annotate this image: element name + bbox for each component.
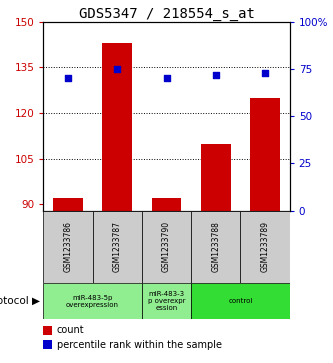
Bar (152, 198, 181, 211)
Bar (201, 143, 230, 211)
Title: GDS5347 / 218554_s_at: GDS5347 / 218554_s_at (79, 7, 254, 21)
Text: count: count (57, 325, 84, 335)
Bar (240, 211, 290, 283)
Bar (142, 283, 191, 319)
Point (213, 72, 218, 78)
Bar (250, 98, 280, 211)
Text: GSM1233786: GSM1233786 (63, 221, 73, 272)
Text: GSM1233787: GSM1233787 (113, 221, 122, 272)
Text: control: control (228, 298, 253, 304)
Bar (191, 211, 240, 283)
Bar (103, 43, 132, 211)
Bar (53, 198, 83, 211)
Text: GSM1233790: GSM1233790 (162, 221, 171, 272)
Bar (142, 211, 191, 283)
Bar (191, 283, 290, 319)
Point (164, 76, 169, 81)
Point (65, 76, 71, 81)
Bar (93, 211, 142, 283)
Text: miR-483-3
p overexpr
ession: miR-483-3 p overexpr ession (148, 291, 185, 311)
Text: GSM1233788: GSM1233788 (211, 221, 220, 272)
Text: protocol ▶: protocol ▶ (0, 296, 40, 306)
Text: GSM1233789: GSM1233789 (260, 221, 270, 272)
Bar (43, 283, 142, 319)
Bar (43, 211, 93, 283)
Point (262, 70, 268, 76)
Text: miR-483-5p
overexpression: miR-483-5p overexpression (66, 295, 119, 308)
Text: percentile rank within the sample: percentile rank within the sample (57, 340, 221, 350)
Point (115, 66, 120, 72)
